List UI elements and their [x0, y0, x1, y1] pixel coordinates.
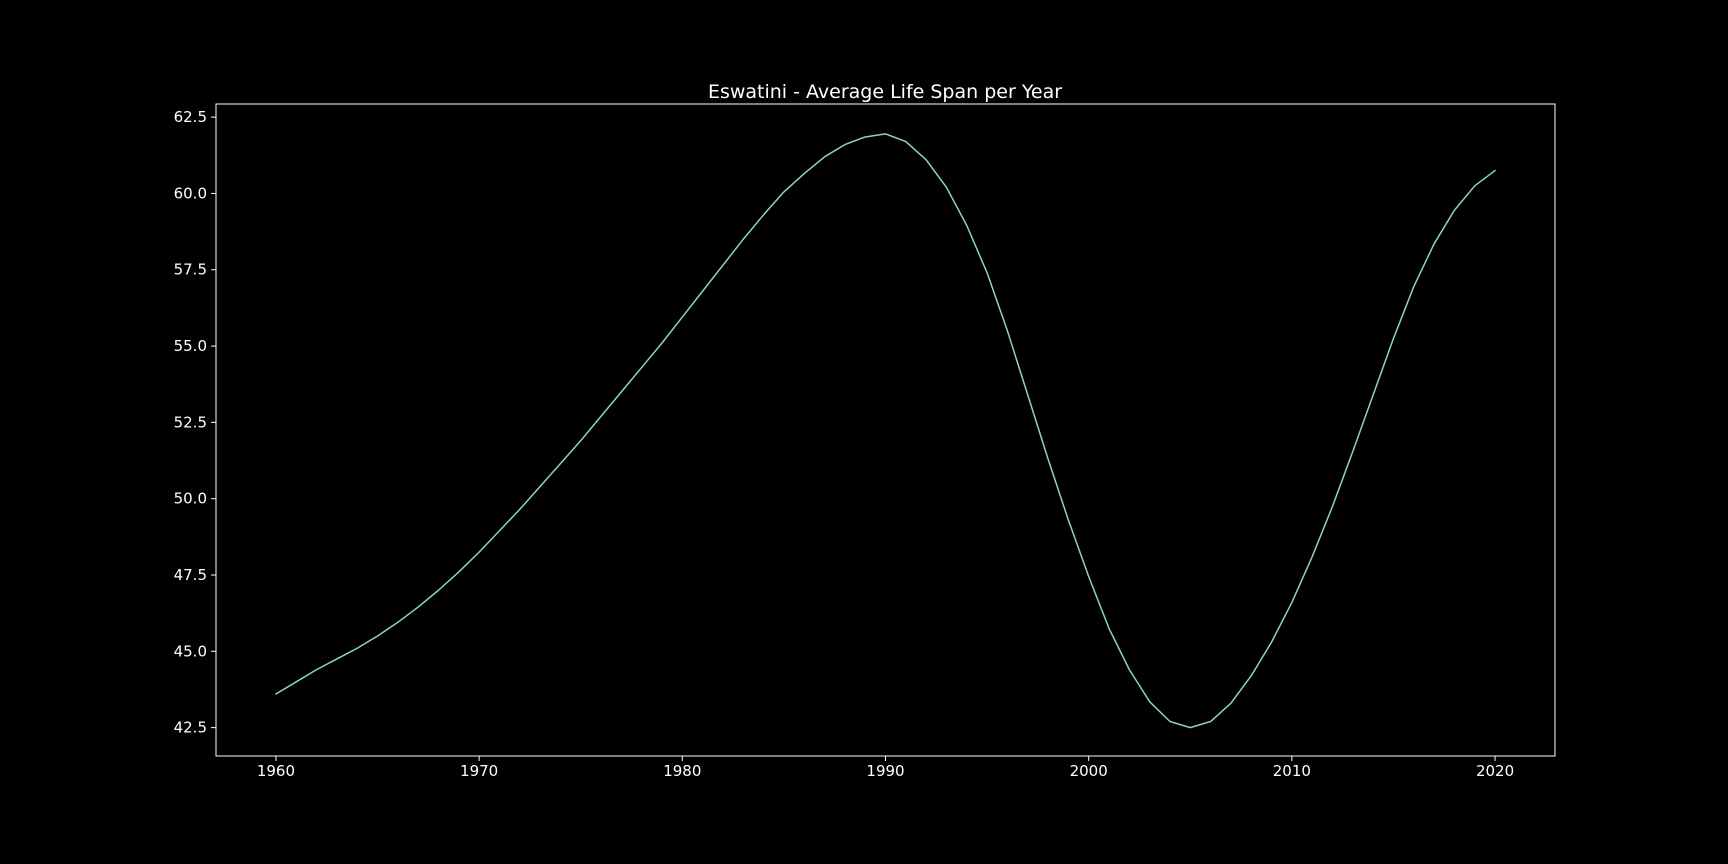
x-tick-label: 1970 [460, 762, 498, 780]
x-axis: 1960 1970 1980 1990 2000 2010 2020 [257, 756, 1514, 780]
x-tick-label: 1990 [866, 762, 904, 780]
y-tick-label: 47.5 [174, 566, 207, 584]
y-tick-label: 62.5 [174, 108, 207, 126]
y-axis: 42.5 45.0 47.5 50.0 52.5 55.0 57.5 60.0 62.5 [174, 108, 216, 737]
y-tick-label: 50.0 [174, 490, 207, 508]
series-line [275, 133, 1496, 729]
x-tick-label: 1980 [663, 762, 701, 780]
y-tick-label: 57.5 [174, 261, 207, 279]
x-tick-label: 2000 [1070, 762, 1108, 780]
series-layer [275, 133, 1496, 729]
y-tick-label: 55.0 [174, 337, 207, 355]
x-tick-label: 2010 [1273, 762, 1311, 780]
x-tick-label: 1960 [257, 762, 295, 780]
chart-title: Eswatini - Average Life Span per Year [708, 81, 1062, 103]
y-tick-label: 60.0 [174, 184, 207, 202]
x-tick-label: 2020 [1476, 762, 1514, 780]
y-tick-label: 52.5 [174, 413, 207, 431]
y-tick-label: 45.0 [174, 642, 207, 660]
y-tick-label: 42.5 [174, 719, 207, 737]
plot-area-frame [215, 103, 1556, 757]
